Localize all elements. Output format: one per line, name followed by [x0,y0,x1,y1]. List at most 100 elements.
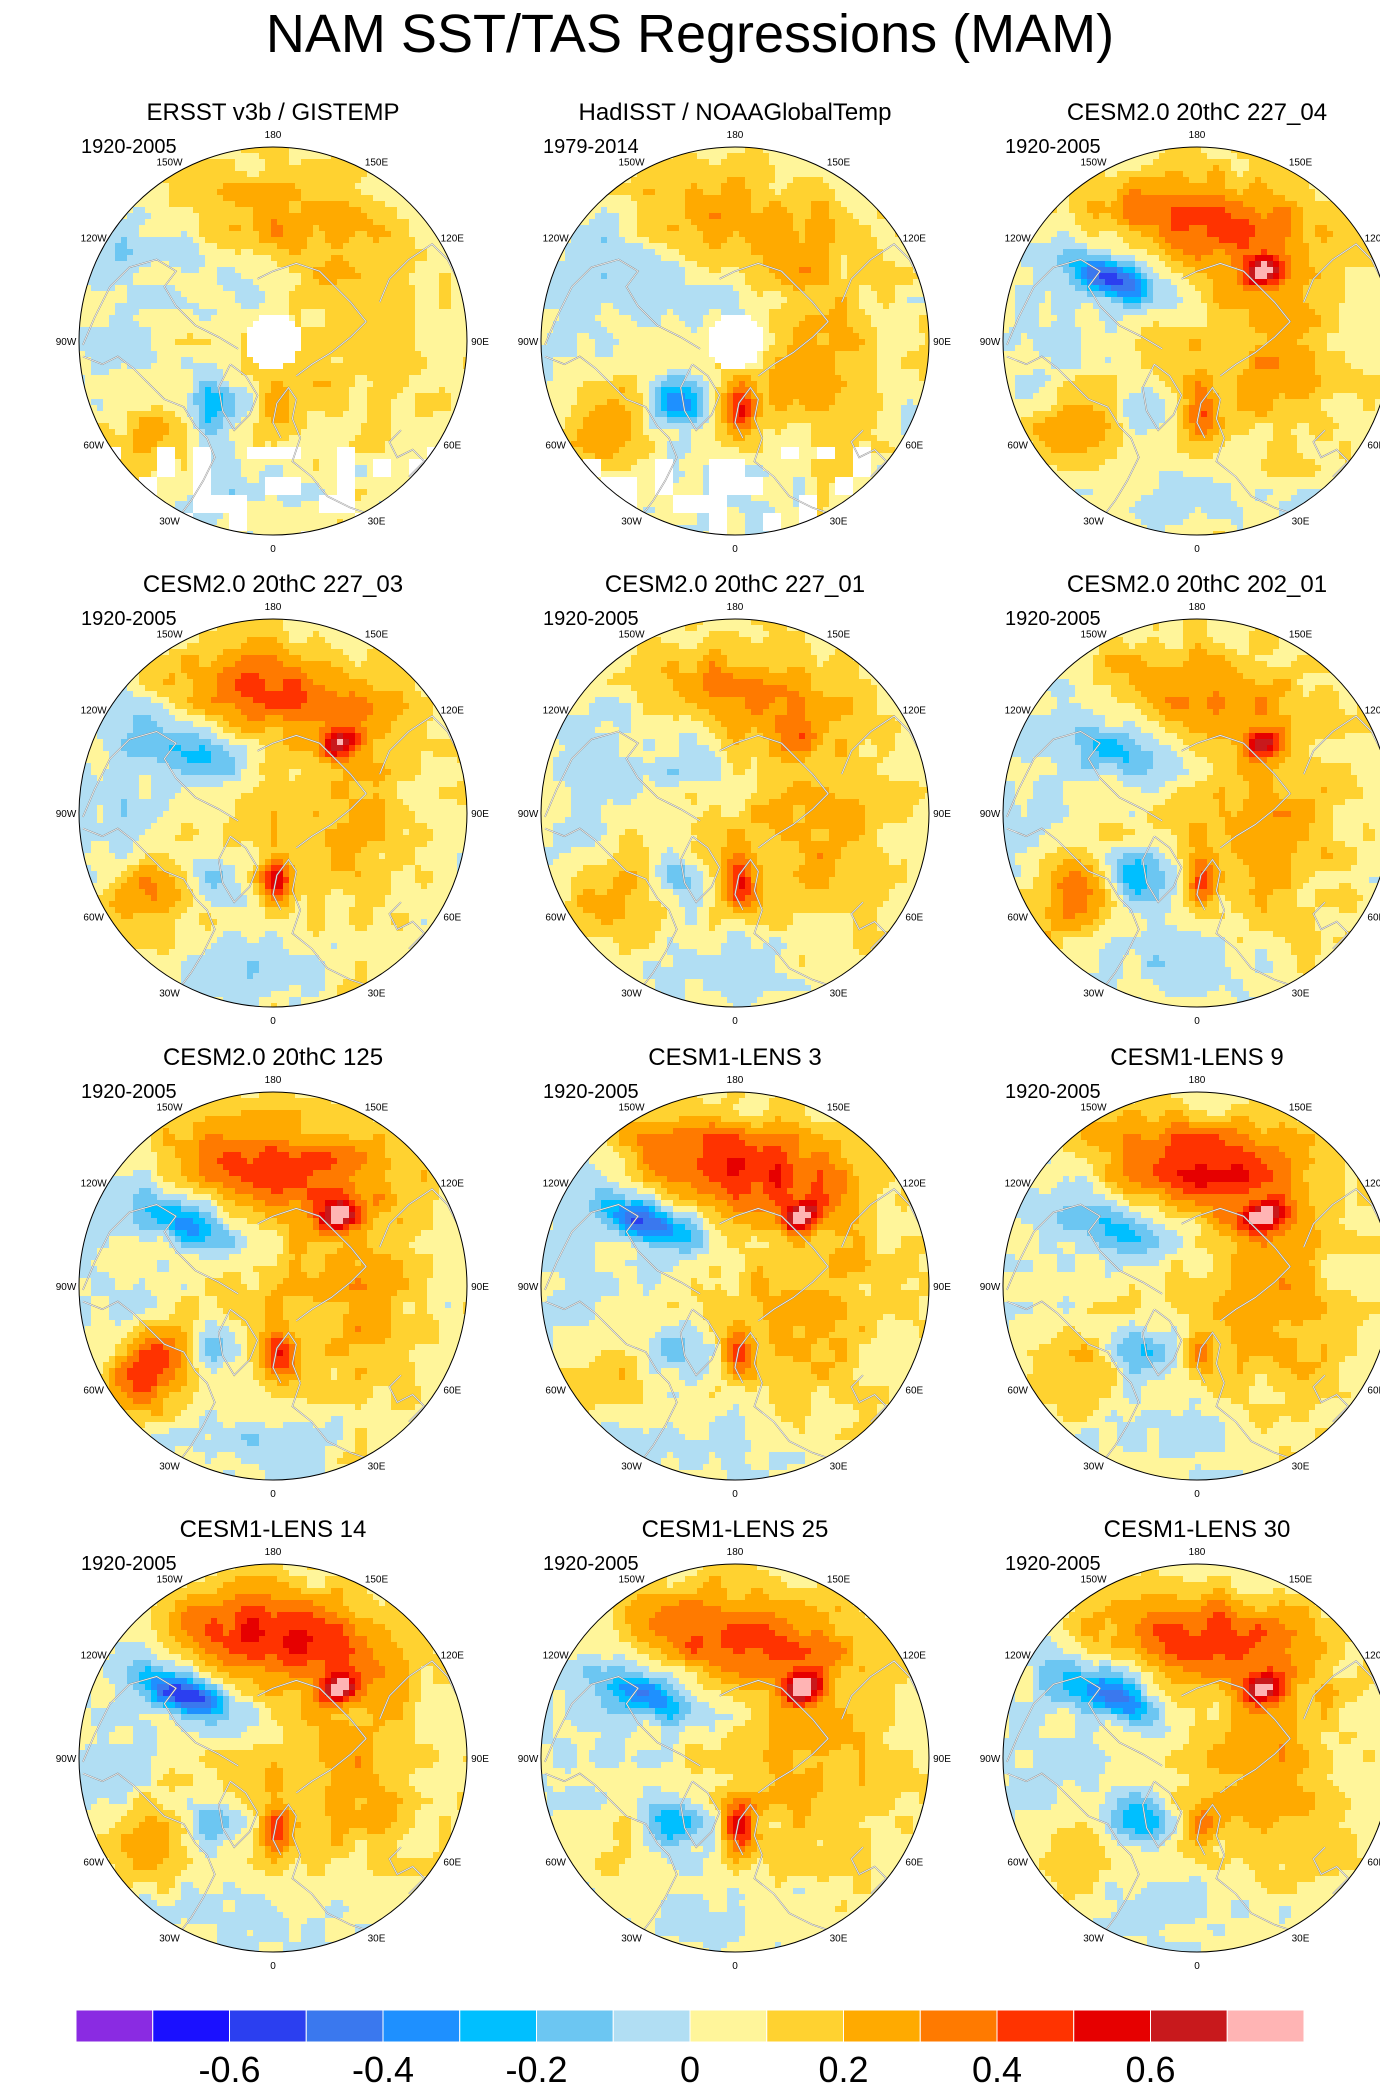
contour-field [1003,147,1380,535]
longitude-label: 180 [1189,602,1206,613]
longitude-label: 0 [732,544,738,555]
contour-field [1003,1564,1380,1952]
longitude-label: 180 [265,1547,282,1558]
colorbar-swatch [229,2010,307,2043]
longitude-label: 180 [265,130,282,141]
longitude-label: 60E [443,1386,461,1397]
map-panel: CESM2.0 20thC 125 1920-2005 180 150E 120E 90E… [45,1043,501,1513]
longitude-label: 150W [1080,1103,1107,1114]
longitude-label: 30E [1292,1933,1310,1944]
map-panel: CESM1-LENS 301920-2005180150E120E90E60E3… [969,1515,1380,1985]
longitude-label: 180 [1189,1547,1206,1558]
longitude-label: 30E [368,516,386,527]
longitude-label: 60W [83,913,104,924]
longitude-label: 60W [1007,441,1028,452]
longitude-label: 150W [1080,1575,1107,1586]
colorbar-swatch [76,2010,154,2043]
panel-title: HadISST / NOAAGlobalTemp [507,98,963,128]
longitude-label: 90E [471,809,489,820]
longitude-label: 150W [156,630,183,641]
panel-title: CESM1-LENS 25 [507,1515,963,1545]
map-panel: ERSST v3b / GISTEMP 1920-2005 180 150E 120E 9… [45,98,501,568]
longitude-label: 180 [265,1075,282,1086]
panel-period: 1920-2005 [543,607,639,631]
longitude-label: 90E [471,1282,489,1293]
longitude-label: 150E [1289,158,1313,169]
longitude-label: 120E [903,706,927,717]
panel-period: 1920-2005 [81,1080,177,1104]
longitude-label: 150W [618,1575,645,1586]
contour-field [79,147,467,535]
longitude-label: 180 [727,130,744,141]
longitude-label: 90E [933,809,951,820]
longitude-label: 150W [1080,630,1107,641]
longitude-label: 0 [1194,1489,1200,1500]
map-panel: CESM2.0 20thC 227_04 1920-2005 180 150E 120E… [969,98,1380,568]
panel-period: 1920-2005 [81,607,177,631]
longitude-label: 60W [1007,1386,1028,1397]
longitude-label: 90W [56,1282,77,1293]
longitude-label: 120W [81,1651,108,1662]
panel-period: 1920-2005 [81,1552,177,1576]
panel-title: CESM2.0 20thC 202_01 [969,570,1380,600]
longitude-label: 60E [905,441,923,452]
longitude-label: 0 [270,544,276,555]
colorbar-swatch [536,2010,614,2043]
longitude-label: 120E [441,1651,465,1662]
map-panel: CESM1-LENS 14 1920-2005 180 150E 120E 90E 60E 3… [45,1515,501,1985]
longitude-label: 150W [156,1103,183,1114]
longitude-label: 60W [545,441,566,452]
longitude-label: 120E [1365,706,1380,717]
longitude-label: 120W [543,234,570,245]
longitude-label: 120W [1005,234,1032,245]
longitude-label: 180 [727,1075,744,1086]
longitude-label: 30W [621,516,642,527]
longitude-label: 150E [827,158,851,169]
longitude-label: 30E [368,1461,386,1472]
colorbar-swatch [689,2010,768,2043]
contour-field [541,1564,929,1952]
panel-title: ERSST v3b / GISTEMP [45,98,501,128]
colorbar-swatch [382,2010,461,2043]
longitude-label: 30E [1292,988,1310,999]
longitude-label: 120W [81,706,108,717]
longitude-label: 120E [1365,234,1380,245]
longitude-label: 60E [1367,441,1380,452]
longitude-label: 30E [1292,516,1310,527]
longitude-label: 150W [156,158,183,169]
longitude-label: 120W [1005,1651,1032,1662]
longitude-label: 90W [56,1754,77,1765]
panel-title: CESM1-LENS 14 [45,1515,501,1545]
longitude-label: 0 [732,1016,738,1027]
longitude-label: 150E [1289,1103,1313,1114]
longitude-label: 150W [1080,158,1107,169]
map-panel: CESM2.0 20thC 227_01 1920-2005 180 150E 120E… [507,570,963,1040]
longitude-label: 120W [1005,1179,1032,1190]
longitude-label: 120W [543,1651,570,1662]
longitude-label: 30W [1083,1933,1104,1944]
longitude-label: 30W [621,1461,642,1472]
contour-field [541,147,929,535]
longitude-label: 30E [368,1933,386,1944]
longitude-label: 150W [618,630,645,641]
longitude-label: 180 [1189,130,1206,141]
colorbar-tick-label: 0.6 [1125,2049,1175,2085]
longitude-label: 90W [518,1754,539,1765]
longitude-label: 90E [933,337,951,348]
longitude-label: 180 [727,602,744,613]
longitude-label: 120W [543,1179,570,1190]
longitude-label: 150E [827,630,851,641]
longitude-label: 150E [827,1575,851,1586]
longitude-label: 0 [1194,544,1200,555]
longitude-label: 30W [1083,988,1104,999]
longitude-label: 120E [441,234,465,245]
panel-title: CESM2.0 20thC 125 [45,1043,501,1073]
panel-title: CESM2.0 20thC 227_01 [507,570,963,600]
longitude-label: 60W [545,1386,566,1397]
map-panel: CESM2.0 20thC 227_03 1920-2005 180 150E 120E… [45,570,501,1040]
